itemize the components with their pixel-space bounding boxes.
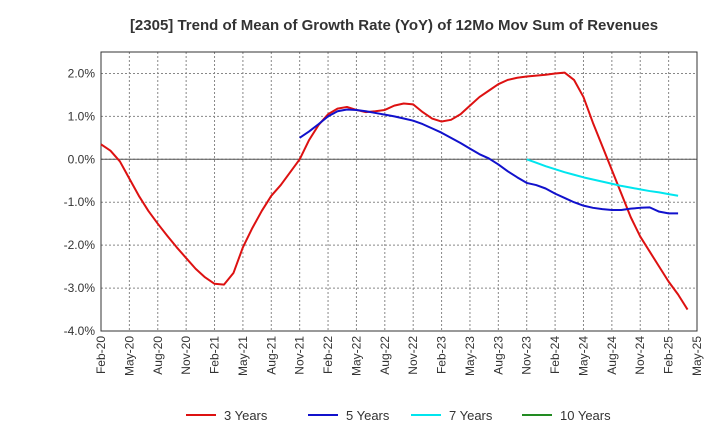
x-tick-label: Nov-21	[293, 336, 307, 375]
y-tick-label: 1.0%	[68, 109, 96, 123]
x-tick-label: Aug-21	[264, 336, 278, 375]
series-line-5-years	[299, 108, 679, 215]
legend-label: 3 Years	[224, 408, 268, 423]
x-tick-label: Aug-24	[605, 336, 619, 375]
legend-label: 10 Years	[560, 408, 611, 423]
x-tick-label: Nov-23	[520, 336, 534, 375]
y-tick-label: -4.0%	[64, 324, 96, 338]
x-tick-label: Feb-20	[94, 336, 108, 374]
series-line-7-years	[526, 158, 679, 197]
x-tick-label: Nov-20	[179, 336, 193, 375]
x-tick-label: Aug-22	[378, 336, 392, 375]
x-tick-label: Feb-25	[662, 336, 676, 374]
plot-frame	[100, 51, 698, 332]
x-tick-label: May-24	[576, 336, 590, 376]
x-tick-label: May-20	[122, 336, 136, 376]
x-tick-label: Aug-20	[151, 336, 165, 375]
chart-title: [2305] Trend of Mean of Growth Rate (YoY…	[130, 17, 658, 34]
y-tick-label: -3.0%	[64, 281, 96, 295]
series-layer	[100, 71, 689, 311]
x-tick-label: May-23	[463, 336, 477, 376]
x-tick-label: Feb-23	[435, 336, 449, 374]
x-tick-label: Feb-22	[321, 336, 335, 374]
x-tick-label: Aug-23	[491, 336, 505, 375]
x-tick-label: Nov-22	[406, 336, 420, 375]
legend: 3 Years 5 Years 7 Years 10 Years	[186, 408, 611, 423]
x-tick-label: May-22	[349, 336, 363, 376]
y-tick-label: 2.0%	[68, 66, 96, 80]
legend-label: 7 Years	[449, 408, 493, 423]
x-tick-label: May-25	[690, 336, 704, 376]
x-tick-label: May-21	[236, 336, 250, 376]
y-tick-label: -1.0%	[64, 195, 96, 209]
y-tick-label: 0.0%	[68, 152, 96, 166]
y-tick-label: -2.0%	[64, 238, 96, 252]
x-tick-label: Nov-24	[633, 336, 647, 375]
axis-layer: 2.0% 1.0% 0.0% -1.0% -2.0% -3.0% -4.0%Feb-20 Ma…	[64, 51, 704, 376]
x-tick-label: Feb-24	[548, 336, 562, 374]
series-line-3-years	[100, 71, 689, 311]
grid-layer	[100, 51, 698, 332]
legend-label: 5 Years	[346, 408, 390, 423]
x-tick-label: Feb-21	[208, 336, 222, 374]
